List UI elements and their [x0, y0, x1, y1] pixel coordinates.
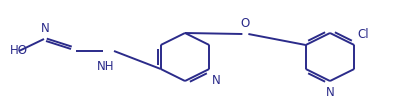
Text: O: O — [241, 17, 250, 30]
Text: Cl: Cl — [357, 28, 369, 41]
Text: N: N — [40, 22, 49, 35]
Text: HO: HO — [10, 44, 28, 56]
Text: NH: NH — [97, 60, 115, 73]
Text: N: N — [326, 86, 335, 99]
Text: N: N — [212, 74, 221, 87]
